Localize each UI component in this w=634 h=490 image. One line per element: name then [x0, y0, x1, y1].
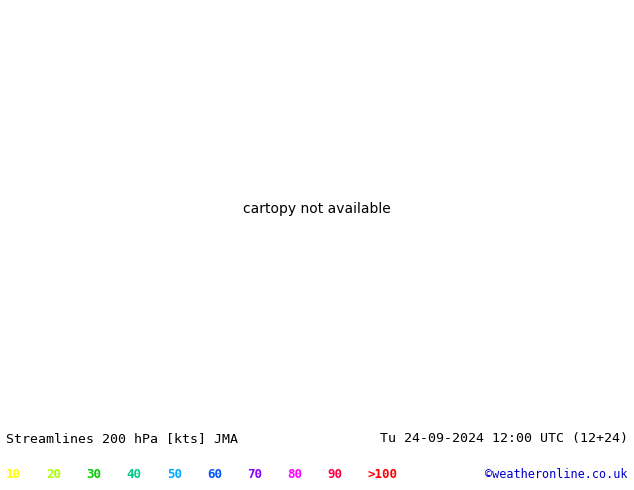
Text: cartopy not available: cartopy not available	[243, 202, 391, 217]
Text: 90: 90	[328, 468, 342, 481]
Text: Streamlines 200 hPa [kts] JMA: Streamlines 200 hPa [kts] JMA	[6, 432, 238, 445]
Text: 80: 80	[287, 468, 302, 481]
Text: 30: 30	[87, 468, 101, 481]
Text: Tu 24-09-2024 12:00 UTC (12+24): Tu 24-09-2024 12:00 UTC (12+24)	[380, 432, 628, 445]
Text: 60: 60	[207, 468, 222, 481]
Text: 20: 20	[46, 468, 61, 481]
Text: 10: 10	[6, 468, 22, 481]
Text: 40: 40	[127, 468, 142, 481]
Text: ©weatheronline.co.uk: ©weatheronline.co.uk	[485, 468, 628, 481]
Text: 70: 70	[247, 468, 262, 481]
Text: >100: >100	[368, 468, 398, 481]
Text: 50: 50	[167, 468, 182, 481]
